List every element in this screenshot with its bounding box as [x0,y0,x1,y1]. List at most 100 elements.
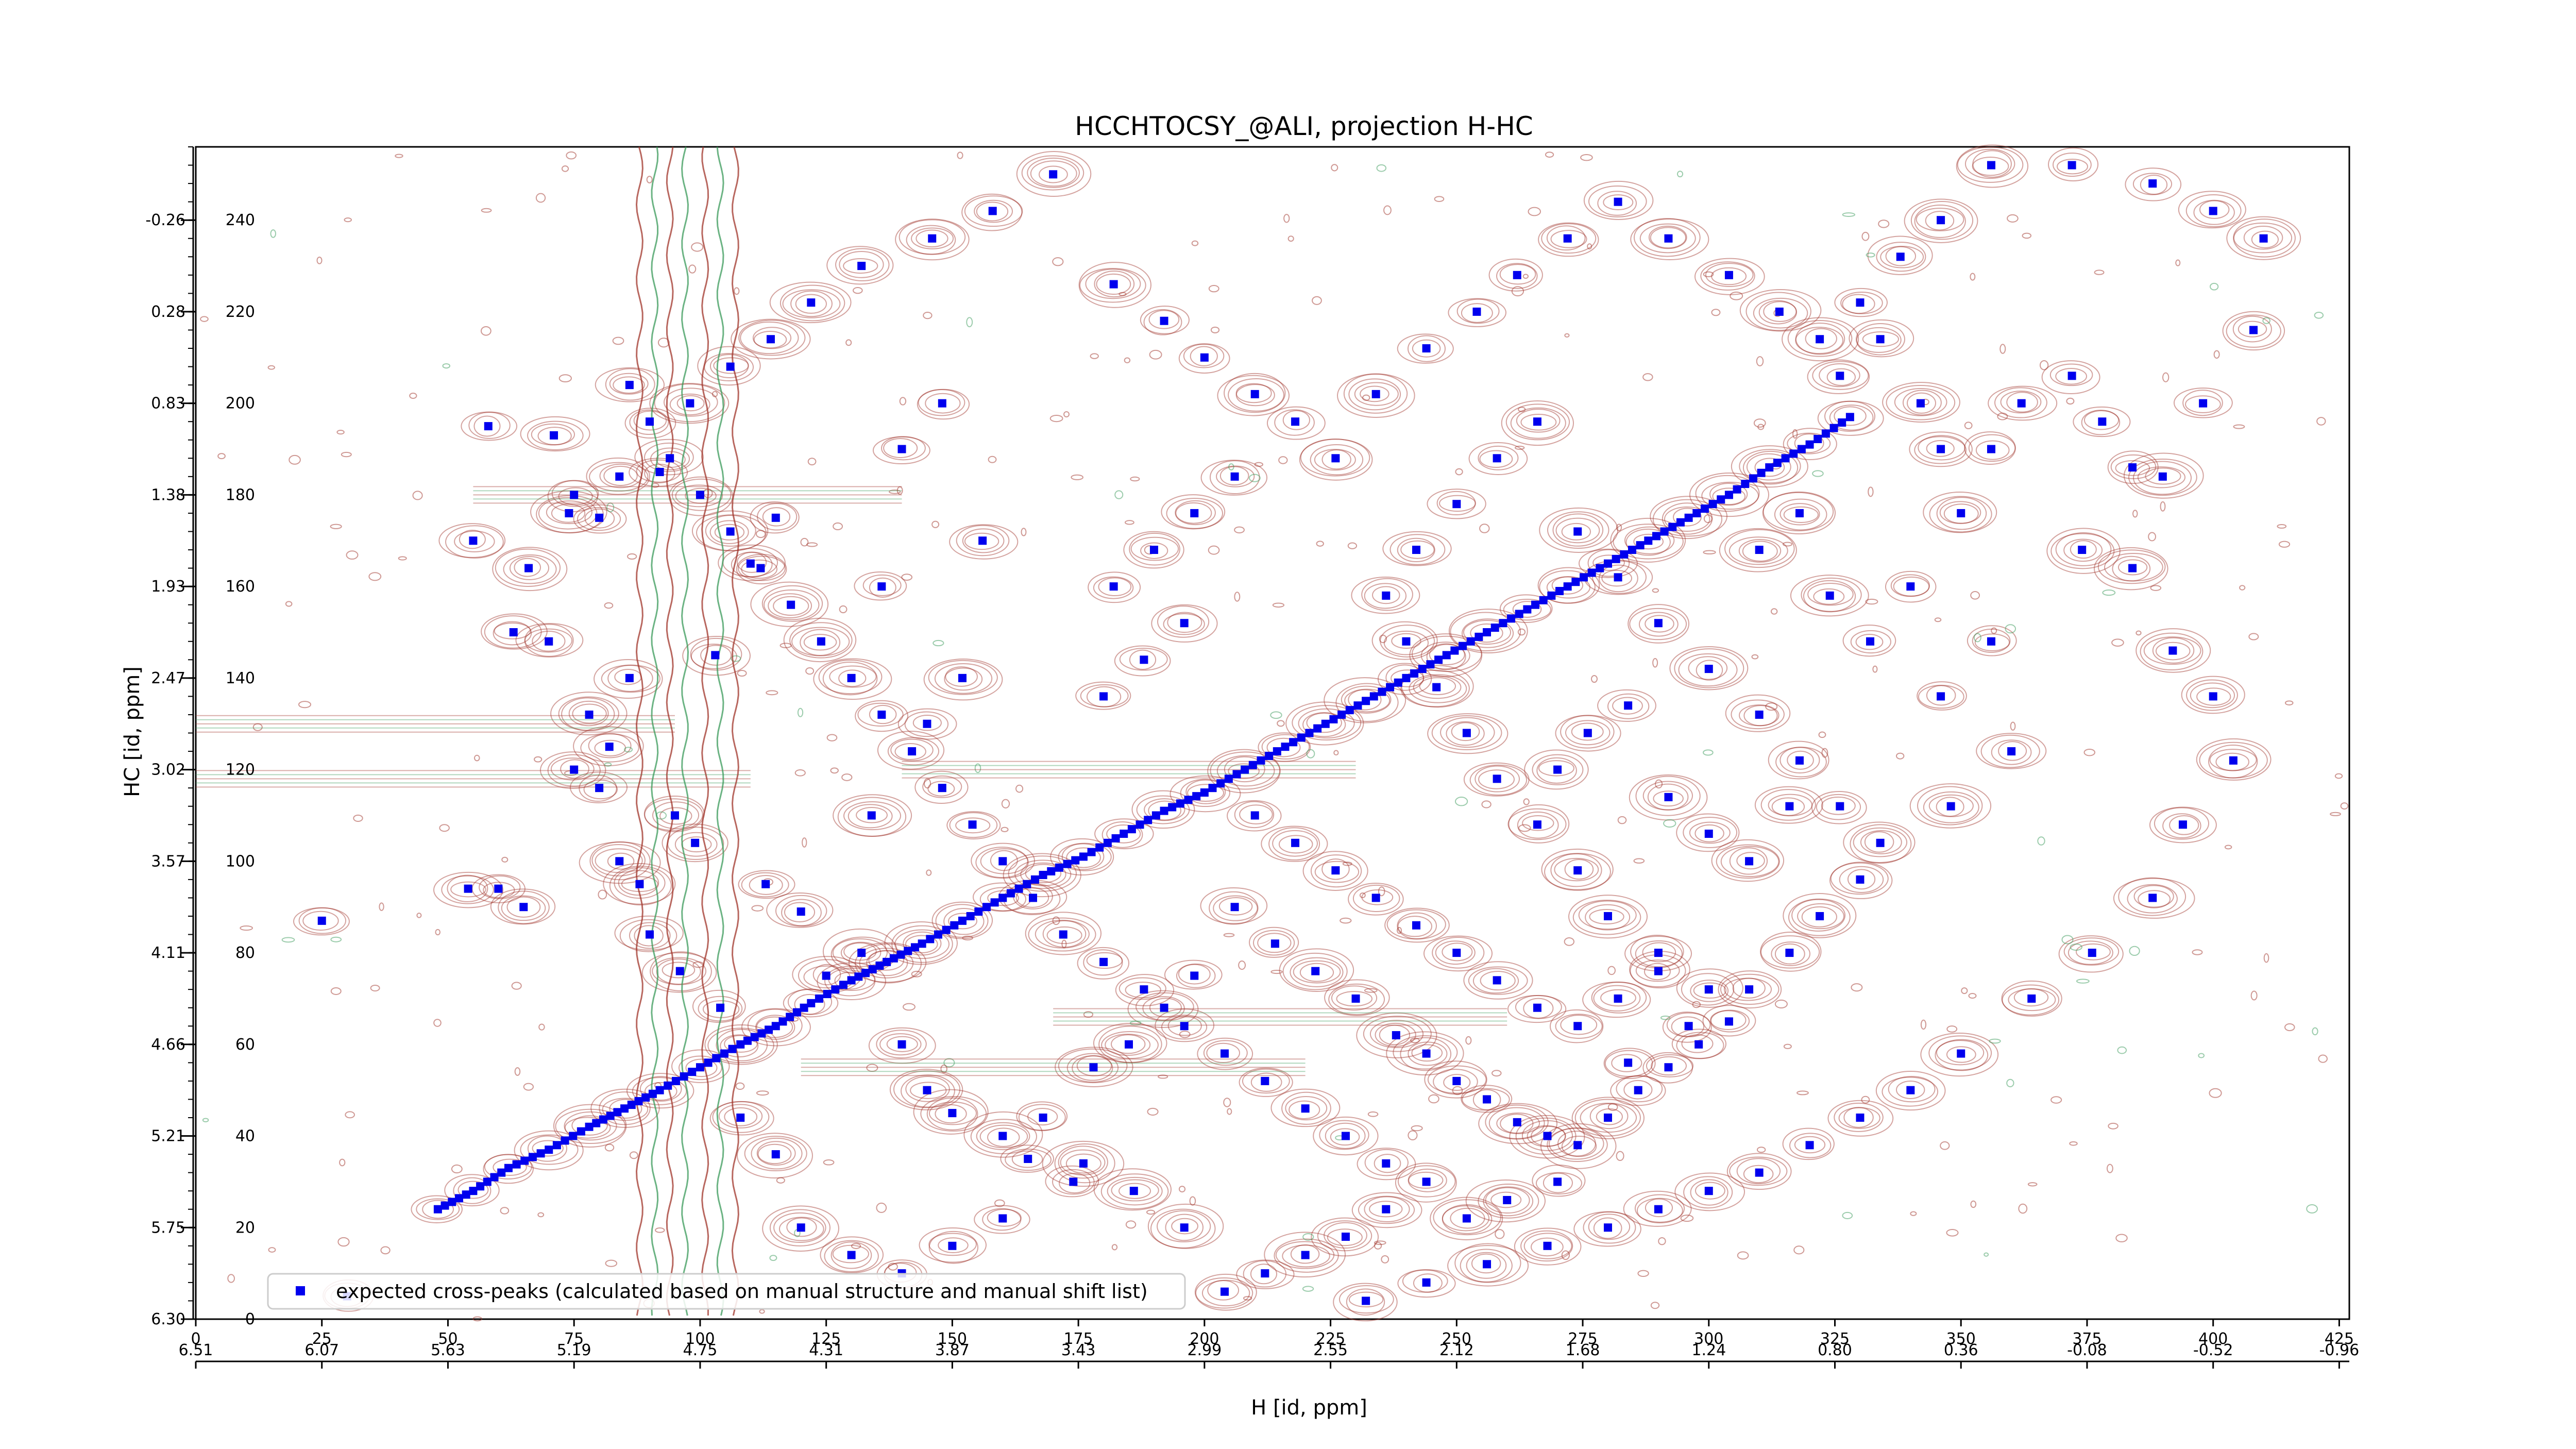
cross-peak-marker [1654,967,1663,975]
contour-ring [473,415,501,437]
cross-peak-marker [1717,495,1725,504]
contour-ring [1408,1168,1447,1192]
noise-speck [756,1090,769,1096]
contour-ring [1125,982,1161,999]
contour-ring [1328,983,1385,1016]
contour-ring [1358,1195,1415,1224]
contour-ring [572,703,607,724]
noise-speck [409,392,417,399]
contour-ring [514,1130,584,1171]
noise-ridge [731,146,739,1316]
cross-peak-marker [595,513,604,522]
contour-ring [905,935,938,954]
contour-ring [1914,205,1966,238]
contour-ring [868,1027,936,1064]
cross-peak-marker [918,939,926,948]
cross-peak-marker [1200,353,1209,362]
contour-ring [1600,989,1636,1007]
contour-ring [750,581,829,627]
contour-ring [1228,763,1260,779]
noise-speck [1680,1215,1694,1222]
contour-ring [1830,862,1889,895]
contour-ring [747,1008,803,1043]
contour-ring [520,416,590,452]
cross-peak-marker [1394,678,1402,687]
cross-peak-marker [1422,344,1431,353]
cross-peak-marker [1797,445,1806,453]
contour-ring [1395,1162,1457,1203]
contour-ring [459,530,486,549]
cross-peak-marker [1513,1118,1521,1126]
cross-peak-marker [1515,610,1523,618]
contour-ring [2104,553,2163,582]
noise-speck [2239,585,2246,591]
cross-peak-marker [877,710,886,719]
noise-speck [534,756,543,763]
legend-label: expected cross-peaks (calculated based o… [336,1280,1148,1303]
noise-speck [1964,422,1973,429]
contour-ring [1310,444,1364,476]
x-index-tick-label: 100 [685,1330,715,1348]
cross-peak-marker [1745,857,1754,866]
contour-ring [2143,636,2201,665]
contour-ring [1178,964,1211,985]
noise-speck [794,769,806,777]
contour-ring [1471,1253,1501,1274]
noise-speck [2039,360,2049,370]
contour-ring [1389,534,1446,565]
cross-peak-marker [627,1101,636,1109]
noise-speck [1270,711,1282,719]
contour-ring [1653,790,1684,807]
cross-peak-marker [1684,1022,1693,1031]
contour-ring [607,665,653,692]
noise-speck [1408,1130,1418,1141]
contour-ring [1052,1169,1095,1195]
x-axis-label: H [id, ppm] [1251,1396,1367,1420]
noise-speck [2005,624,2016,634]
cross-peak-marker [716,1003,725,1012]
noise-speck [416,913,422,918]
cross-peak-marker [923,719,931,728]
noise-speck [439,824,450,832]
contour-ring [603,465,638,486]
contour-ring [1025,912,1102,955]
contour-ring [1496,263,1538,289]
contour-ring [1391,669,1425,687]
cross-peak-marker [448,1198,456,1206]
contour-ring [1523,1233,1572,1259]
noise-ridge [651,146,659,1316]
contour-ring [1597,191,1637,216]
cross-peak-marker [1149,546,1158,554]
chart-title: HCCHTOCSY_@ALI, projection H-HC [1075,111,1533,141]
contour-ring [707,1027,774,1064]
contour-ring [1450,612,1521,651]
contour-ring [1676,968,1743,1008]
contour-ring [1011,1150,1043,1168]
contour-ring [1077,947,1130,980]
contour-ring [741,1008,811,1047]
contour-ring [1724,529,1795,568]
contour-ring [1718,970,1782,1009]
cross-peak-marker [1257,756,1265,765]
cross-peak-marker [771,1150,780,1159]
noise-speck [1968,993,1977,999]
contour-ring [1272,830,1318,857]
noise-ridge [681,146,689,1316]
contour-ring [1400,1037,1452,1071]
noise-speck [202,1118,209,1122]
cross-peak-markers [317,161,2268,1305]
contour-ring [558,696,619,731]
noise-speck [839,605,848,614]
contour-ring [1346,1288,1385,1316]
contour-ring [1994,387,2047,418]
contour-ring [1882,1076,1939,1107]
noise-speck [655,1227,665,1233]
cross-peak-marker [1987,637,1995,646]
x-ppm-tick-label: 0.80 [1818,1341,1852,1359]
noise-speck [776,1177,785,1184]
cross-peak-marker [1821,429,1830,438]
cross-peak-marker [462,1190,470,1199]
cross-peak-marker [807,298,816,307]
contour-ring [1027,1108,1058,1126]
